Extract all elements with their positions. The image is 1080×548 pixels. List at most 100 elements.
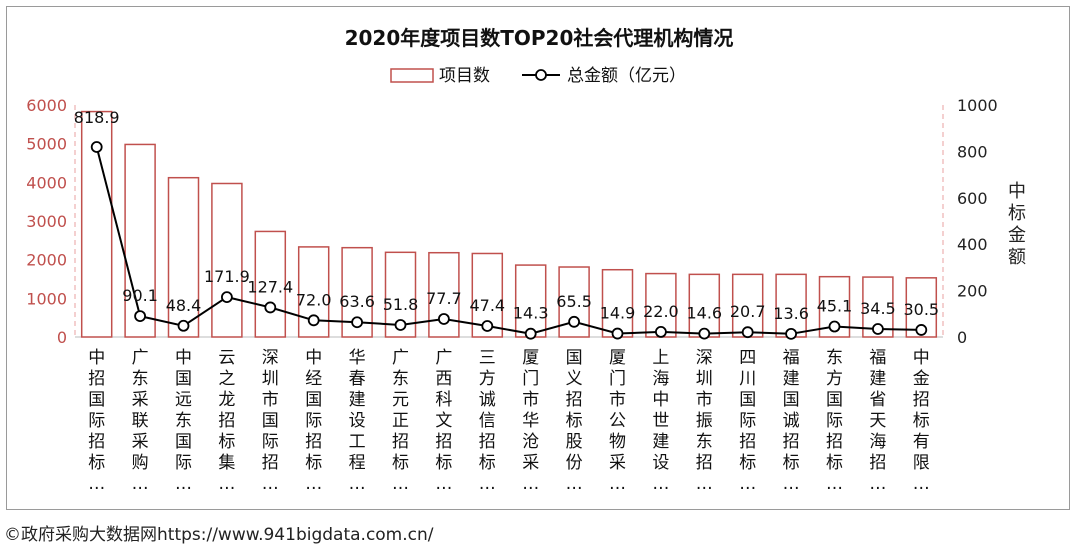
category-label-char: 中 bbox=[913, 348, 930, 368]
left-tick-label: 3000 bbox=[26, 212, 67, 231]
category-label-char: 国 bbox=[783, 390, 800, 410]
category-label-char: 东 bbox=[132, 369, 149, 389]
line-point bbox=[264, 301, 277, 314]
line-point bbox=[437, 313, 450, 325]
category-label-char: … bbox=[175, 474, 192, 494]
category-label-char: 采 bbox=[132, 432, 149, 452]
category-label-char: 市 bbox=[696, 390, 713, 410]
category-label-char: 诚 bbox=[479, 390, 496, 410]
category-label-char: 沧 bbox=[522, 432, 539, 452]
category-label-char: … bbox=[132, 474, 149, 494]
right-axis-title-char: 额 bbox=[1008, 247, 1026, 268]
category-label-char: 东 bbox=[696, 432, 713, 452]
category-label-char: 际 bbox=[88, 411, 105, 431]
data-label: 90.1 bbox=[122, 286, 158, 305]
category-label-char: 东 bbox=[392, 369, 409, 389]
category-label-char: … bbox=[218, 474, 235, 494]
category-label-char: 标 bbox=[739, 453, 756, 473]
category-label-char: 际 bbox=[826, 411, 843, 431]
category-label-char: 公 bbox=[609, 411, 626, 431]
category-label-char: 联 bbox=[132, 411, 149, 431]
category-label-char: 市 bbox=[262, 390, 279, 410]
category-label-char: … bbox=[392, 474, 409, 494]
category-label-char: 招 bbox=[435, 432, 452, 452]
line-point bbox=[134, 310, 147, 322]
amount-line bbox=[95, 146, 922, 335]
category-label-char: … bbox=[305, 474, 322, 494]
category-label-char: 正 bbox=[392, 411, 409, 431]
category-label-char: 中 bbox=[88, 348, 105, 368]
data-label: 127.4 bbox=[247, 277, 293, 296]
data-label: 51.8 bbox=[383, 295, 419, 314]
category-label-char: 标 bbox=[435, 453, 452, 473]
category-label-char: 工 bbox=[349, 432, 366, 452]
right-axis-title-char: 中 bbox=[1008, 181, 1026, 202]
category-label-char: 厦 bbox=[609, 348, 626, 368]
category-label-char: 圳 bbox=[262, 369, 279, 389]
line-point bbox=[698, 327, 711, 340]
category-label-char: 标 bbox=[479, 453, 496, 473]
data-label: 72.0 bbox=[296, 290, 332, 309]
category-label-char: 招 bbox=[696, 453, 713, 473]
source-credit: ©政府采购大数据网https://www.941bigdata.com.cn/ bbox=[4, 525, 434, 545]
category-label-char: 门 bbox=[522, 369, 539, 389]
category-label-char: 海 bbox=[869, 432, 886, 452]
category-label-char: 物 bbox=[609, 432, 626, 452]
category-label-char: … bbox=[783, 474, 800, 494]
category-label-char: … bbox=[262, 474, 279, 494]
right-tick-label: 600 bbox=[957, 189, 988, 208]
category-label-char: … bbox=[739, 474, 756, 494]
category-label-char: 门 bbox=[609, 369, 626, 389]
category-label-char: 集 bbox=[218, 453, 235, 473]
category-label-char: 际 bbox=[305, 411, 322, 431]
right-tick-label: 0 bbox=[957, 328, 967, 347]
line-point bbox=[524, 327, 537, 340]
data-label: 818.9 bbox=[74, 108, 120, 127]
line-point bbox=[351, 316, 364, 329]
line-point bbox=[177, 319, 190, 332]
category-label-char: … bbox=[652, 474, 669, 494]
category-label-char: 国 bbox=[88, 390, 105, 410]
category-label-char: 标 bbox=[783, 453, 800, 473]
category-label-char: 建 bbox=[349, 390, 366, 410]
line-point bbox=[90, 141, 103, 153]
left-tick-label: 0 bbox=[57, 328, 67, 347]
category-label-char: 三 bbox=[479, 348, 496, 368]
category-label-char: 东 bbox=[826, 348, 843, 368]
category-label-char: 之 bbox=[218, 369, 235, 389]
line-point bbox=[915, 324, 928, 336]
category-label-char: 设 bbox=[652, 453, 669, 473]
category-label-char: 市 bbox=[609, 390, 626, 410]
left-tick-label: 2000 bbox=[26, 251, 67, 270]
category-label-char: 科 bbox=[435, 390, 452, 410]
category-label-char: 招 bbox=[566, 390, 583, 410]
line-point bbox=[307, 314, 320, 327]
data-label: 45.1 bbox=[817, 297, 853, 316]
category-label-char: … bbox=[826, 474, 843, 494]
data-label: 48.4 bbox=[166, 296, 202, 315]
data-label: 65.5 bbox=[556, 292, 592, 311]
line-point bbox=[220, 291, 233, 304]
category-label-char: 设 bbox=[349, 411, 366, 431]
category-label-char: 经 bbox=[305, 369, 322, 389]
legend-marker-line bbox=[535, 69, 547, 81]
category-label-char: 际 bbox=[739, 411, 756, 431]
category-label-char: 采 bbox=[132, 390, 149, 410]
category-label-char: 信 bbox=[479, 411, 496, 431]
category-label-char: 采 bbox=[522, 453, 539, 473]
line-point bbox=[568, 315, 580, 328]
right-tick-label: 400 bbox=[957, 235, 988, 254]
category-label-char: … bbox=[869, 474, 886, 494]
data-label: 171.9 bbox=[204, 267, 250, 286]
category-label-char: … bbox=[566, 474, 583, 494]
category-label-char: 厦 bbox=[522, 348, 539, 368]
data-label: 20.7 bbox=[730, 302, 766, 321]
line-point bbox=[655, 325, 667, 338]
category-label-char: 华 bbox=[522, 411, 539, 431]
line-point bbox=[872, 323, 884, 335]
category-label-char: 方 bbox=[479, 369, 496, 389]
category-label-char: 海 bbox=[652, 369, 669, 389]
right-tick-label: 200 bbox=[957, 282, 988, 301]
category-label-char: 招 bbox=[392, 432, 409, 452]
